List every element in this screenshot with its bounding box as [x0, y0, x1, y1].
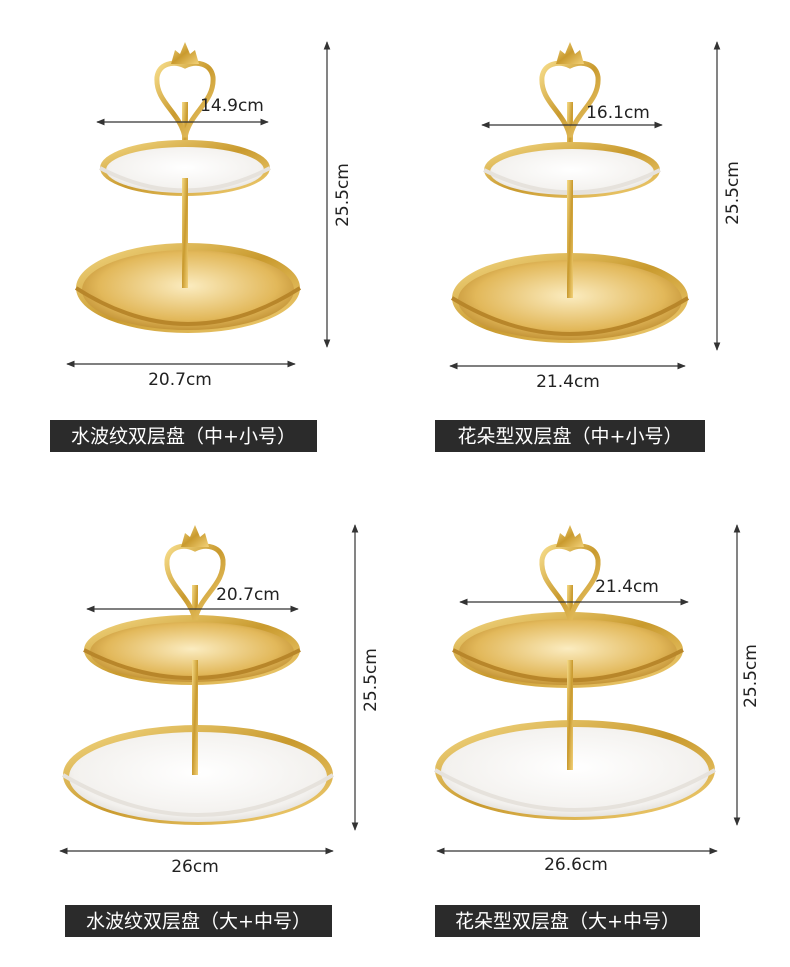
plate-underside: [61, 773, 335, 817]
pole-mid: [182, 178, 188, 288]
crown: [181, 525, 209, 547]
crown: [556, 42, 584, 64]
product: 20.7cm 26cm 25.5cm 水波纹双层盘（大+中号）: [59, 524, 381, 937]
caption: 水波纹双层盘（大+中号）: [86, 911, 311, 933]
bottom-width-label: 20.7cm: [148, 370, 212, 390]
caption: 水波纹双层盘（中+小号）: [71, 426, 296, 448]
caption-box: [65, 905, 332, 937]
plate-body: [459, 619, 677, 685]
height-label: 25.5cm: [741, 644, 761, 708]
caption-box: [435, 420, 705, 452]
plate-body: [458, 260, 682, 340]
crown: [556, 525, 584, 547]
plate-body: [90, 622, 294, 682]
plate-underside: [434, 768, 716, 812]
product: 21.4cm 26.6cm 25.5cm 花朵型双层盘（大+中号）: [434, 524, 761, 937]
height-label: 25.5cm: [361, 648, 381, 712]
plate-body: [82, 250, 294, 330]
top-width-label: 14.9cm: [200, 96, 264, 116]
caption: 花朵型双层盘（大+中号）: [455, 911, 680, 933]
plate-body: [69, 732, 327, 822]
handle: [164, 543, 226, 621]
plate-body: [490, 149, 654, 195]
plate-underside: [74, 286, 302, 326]
crown: [171, 42, 199, 64]
caption: 花朵型双层盘（中+小号）: [458, 426, 683, 448]
height-label: 25.5cm: [723, 161, 743, 225]
top-width-label: 21.4cm: [595, 577, 659, 597]
bottom-width-label: 26.6cm: [544, 855, 608, 875]
bottom-width-label: 26cm: [171, 857, 219, 877]
pole-mid: [192, 660, 198, 775]
handle: [539, 543, 601, 621]
caption-box: [435, 905, 700, 937]
height-label: 25.5cm: [333, 163, 353, 227]
top-width-label: 16.1cm: [586, 103, 650, 123]
pole-mid: [567, 180, 573, 298]
top-width-label: 20.7cm: [216, 585, 280, 605]
pole-mid: [567, 660, 573, 770]
plate-body: [441, 727, 709, 817]
caption-box: [50, 420, 317, 452]
pole: [182, 102, 188, 173]
product: 14.9cm 20.7cm 25.5cm 水波纹双层盘（中+小号）: [50, 41, 353, 452]
plate-underside: [450, 296, 690, 336]
handle: [539, 60, 601, 138]
plate-body: [106, 147, 264, 193]
handle: [154, 60, 216, 138]
product: 16.1cm 21.4cm 25.5cm 花朵型双层盘（中+小号）: [435, 41, 743, 452]
bottom-width-label: 21.4cm: [536, 372, 600, 392]
pole: [567, 102, 573, 175]
